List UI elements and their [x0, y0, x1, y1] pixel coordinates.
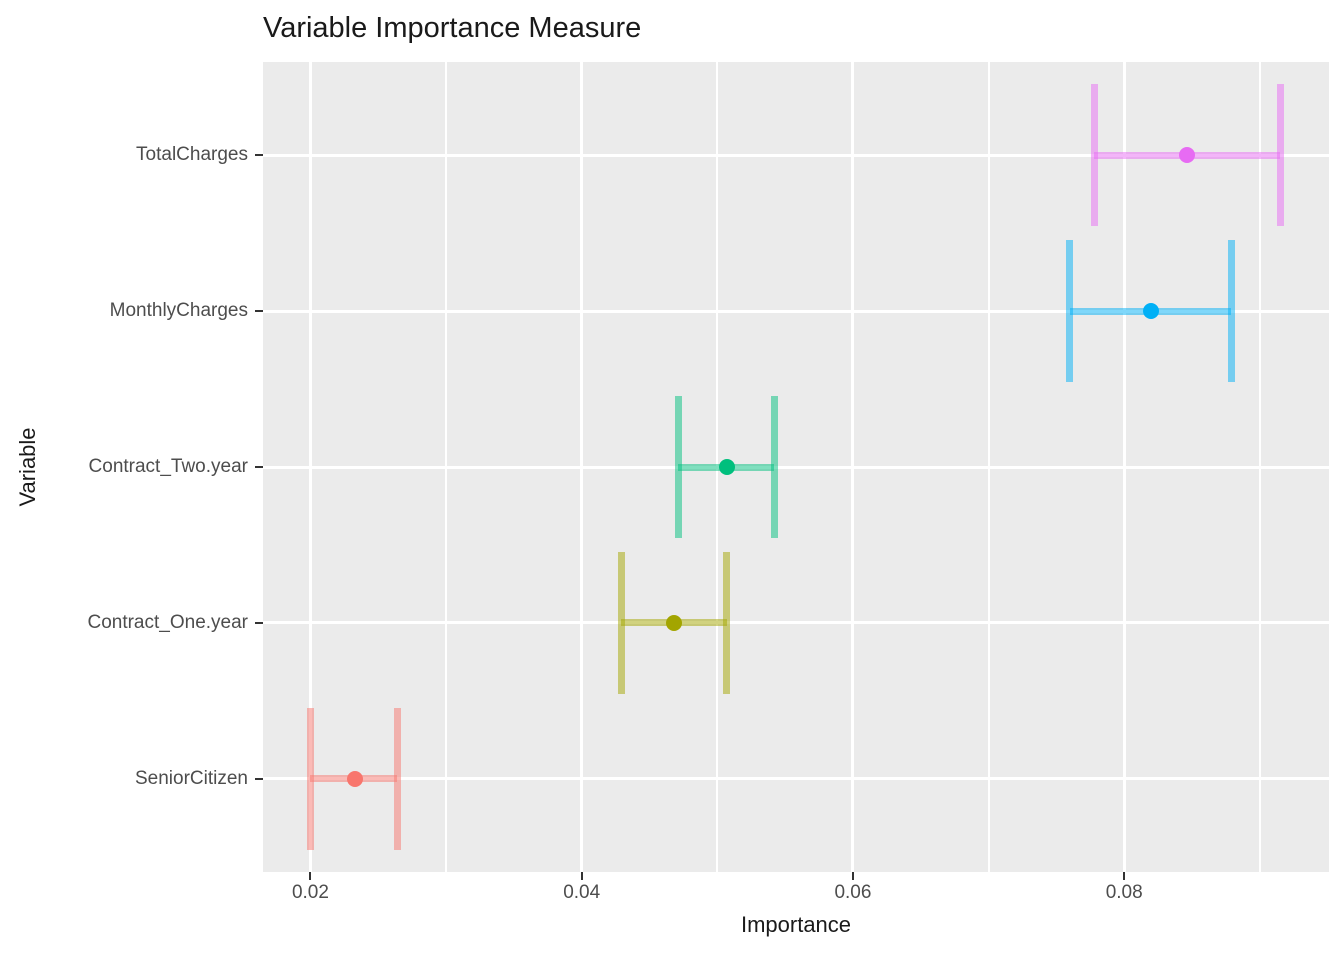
- mean-point-MonthlyCharges: [1143, 303, 1160, 320]
- plot-panel: [263, 62, 1329, 872]
- y-major-gridline: [263, 153, 1329, 157]
- y-major-gridline: [263, 777, 1329, 781]
- errorbar-whisker-lower-Contract_One.year: [617, 551, 625, 694]
- y-tick-label: MonthlyCharges: [109, 300, 248, 322]
- y-tick-label: Contract_One.year: [87, 611, 248, 633]
- mean-point-Contract_Two.year: [718, 459, 735, 475]
- errorbar-whisker-upper-Contract_Two.year: [770, 396, 778, 538]
- errorbar-whisker-upper-MonthlyCharges: [1227, 240, 1235, 383]
- x-tick-label: 0.06: [834, 882, 872, 903]
- errorbar-whisker-lower-SeniorCitizen: [306, 707, 314, 850]
- x-tick-label: 0.04: [563, 882, 601, 903]
- y-tick-label: SeniorCitizen: [135, 767, 248, 789]
- y-tick-mark: [255, 154, 263, 157]
- y-major-gridline: [263, 621, 1329, 625]
- mean-point-SeniorCitizen: [347, 770, 364, 787]
- x-tick-label: 0.02: [291, 882, 329, 903]
- errorbar-whisker-upper-SeniorCitizen: [393, 707, 401, 850]
- y-major-gridline: [263, 309, 1329, 313]
- mean-point-Contract_One.year: [665, 614, 682, 631]
- y-tick-mark: [255, 621, 263, 624]
- y-axis-title: Variable: [15, 427, 40, 507]
- x-tick-mark: [309, 872, 312, 880]
- y-tick-mark: [255, 466, 263, 468]
- y-major-gridline: [263, 465, 1329, 469]
- y-tick-label: TotalCharges: [136, 144, 248, 166]
- y-tick-mark: [255, 310, 263, 313]
- errorbar-whisker-upper-TotalCharges: [1276, 84, 1284, 227]
- mean-point-TotalCharges: [1178, 147, 1195, 164]
- x-tick-label: 0.08: [1105, 882, 1143, 903]
- x-axis-title: Importance: [740, 912, 852, 937]
- x-tick-mark: [851, 872, 854, 880]
- y-tick-label: Contract_Two.year: [88, 456, 248, 477]
- errorbar-whisker-lower-MonthlyCharges: [1066, 240, 1074, 383]
- chart-title: Variable Importance Measure: [263, 12, 642, 44]
- errorbar-whisker-upper-Contract_One.year: [723, 551, 731, 694]
- x-tick-mark: [580, 872, 583, 880]
- x-tick-mark: [1123, 872, 1126, 880]
- y-tick-mark: [255, 777, 263, 780]
- errorbar-whisker-lower-Contract_Two.year: [674, 396, 682, 538]
- errorbar-whisker-lower-TotalCharges: [1090, 84, 1098, 227]
